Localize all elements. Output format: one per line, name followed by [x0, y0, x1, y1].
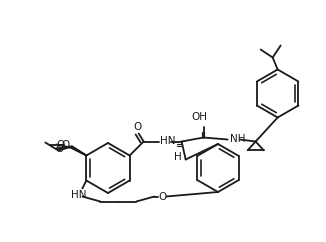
Text: HN: HN	[71, 190, 86, 201]
Text: O: O	[62, 140, 70, 150]
Text: H: H	[174, 151, 182, 161]
Text: NH: NH	[230, 134, 245, 144]
Text: O: O	[55, 144, 64, 153]
Text: O: O	[56, 139, 65, 150]
Text: HN: HN	[160, 136, 175, 146]
Text: OH: OH	[192, 112, 208, 121]
Text: O: O	[158, 191, 167, 202]
Text: O: O	[134, 122, 142, 133]
